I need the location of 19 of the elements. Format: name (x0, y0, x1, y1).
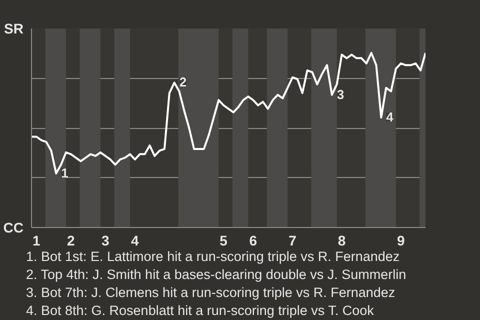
annotation: 4 (386, 110, 394, 125)
text: SR (4, 20, 24, 36)
text: 4. Bot 8th: G. Rosenblatt hit a run-scoring triple vs T. Cook (26, 303, 374, 318)
annotation: 2 (179, 74, 187, 90)
annotation: 1 (61, 165, 68, 180)
text: 2. Top 4th: J. Smith hit a bases-clearing double vs J. Summerlin (26, 267, 406, 282)
text: 3. Bot 7th: J. Clemens hit a run-scoring triple vs R. Fernandez (26, 285, 396, 300)
x-tick-label: 7 (288, 232, 297, 248)
x-tick-label: 8 (338, 232, 346, 248)
text: CC (3, 220, 24, 236)
x-tick-label: 4 (131, 232, 140, 248)
text: 1. Bot 1st: E. Lattimore hit a run-scoring triple vs R. Fernandez (26, 249, 400, 264)
annotation: 3 (336, 86, 344, 102)
x-tick-label: 1 (32, 232, 41, 248)
x-tick-label: 2 (67, 232, 76, 248)
x-tick-label: 9 (396, 232, 405, 248)
x-tick-label: 6 (249, 232, 258, 248)
x-tick-label: 3 (101, 232, 110, 248)
x-tick-label: 5 (220, 232, 228, 248)
